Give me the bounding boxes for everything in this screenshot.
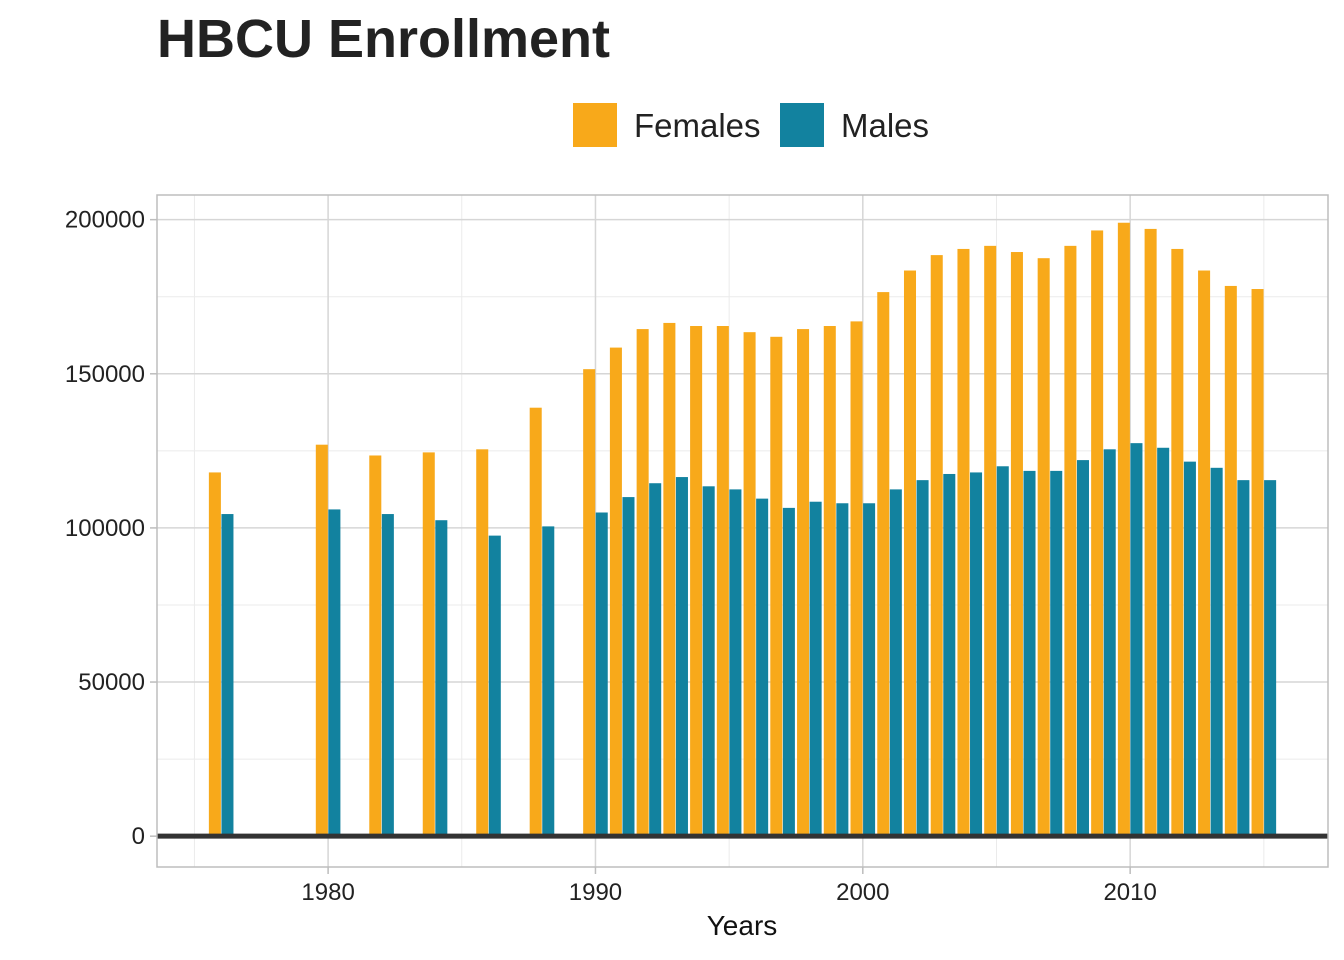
bar-males-2006	[1023, 470, 1036, 837]
legend-swatch-males	[780, 103, 824, 147]
bar-females-1982	[369, 455, 382, 837]
x-tick-label: 2010	[1103, 879, 1156, 906]
bar-females-1999	[823, 326, 836, 837]
bar-males-2003	[943, 473, 956, 837]
bar-females-1994	[690, 326, 703, 837]
bar-males-2004	[970, 472, 983, 837]
x-tick-label: 1980	[301, 879, 354, 906]
y-tick-label: 100000	[65, 515, 145, 542]
bar-females-2014	[1224, 285, 1237, 837]
y-tick-label: 200000	[65, 207, 145, 234]
bar-males-1984	[435, 520, 448, 837]
bar-males-2011	[1157, 447, 1170, 837]
axis-ticks: 0 50000 100000 150000 200000 1980 1990 2000 2010	[65, 207, 1157, 906]
bar-males-2012	[1183, 461, 1196, 837]
bar-females-1990	[583, 369, 596, 837]
bar-females-1988	[529, 407, 542, 837]
bar-males-2015	[1264, 480, 1277, 837]
bar-males-2014	[1237, 480, 1250, 837]
plot-border	[156, 194, 1329, 868]
bar-females-1980	[315, 444, 328, 837]
chart-title: HBCU Enrollment	[157, 9, 610, 69]
bar-males-1980	[328, 509, 341, 837]
bar-males-1993	[675, 477, 688, 837]
bar-males-1988	[542, 526, 555, 837]
bar-females-2013	[1198, 270, 1211, 837]
bar-males-2001	[889, 489, 902, 837]
bar-males-1995	[729, 489, 742, 837]
bar-females-2008	[1064, 245, 1077, 837]
bar-males-1976	[221, 514, 234, 837]
bar-females-1991	[609, 347, 622, 837]
bar-males-2013	[1210, 467, 1223, 837]
bar-males-2008	[1076, 460, 1089, 837]
bar-males-2002	[916, 480, 929, 837]
bar-females-2011	[1144, 228, 1157, 837]
legend-label-males: Males	[841, 107, 929, 144]
bar-females-2012	[1171, 248, 1184, 837]
bar-males-1982	[381, 514, 394, 837]
x-tick-label: 1990	[569, 879, 622, 906]
y-tick-label: 50000	[78, 669, 145, 696]
bar-females-1976	[208, 472, 221, 837]
bar-males-1996	[756, 498, 769, 837]
bar-males-1991	[622, 497, 635, 837]
bar-females-2001	[877, 292, 890, 837]
legend-swatch-females	[573, 103, 617, 147]
bar-females-2002	[903, 270, 917, 837]
bar-males-2009	[1103, 449, 1116, 837]
bar-males-2007	[1050, 470, 1063, 837]
bar-males-2010	[1130, 443, 1143, 837]
bars	[208, 222, 1277, 837]
bar-males-1994	[702, 486, 715, 837]
bar-males-1990	[595, 512, 608, 837]
bar-males-1986	[488, 535, 501, 837]
y-tick-label: 150000	[65, 361, 145, 388]
bar-males-2000	[863, 503, 876, 837]
y-tick-label: 0	[132, 823, 145, 850]
bar-males-1997	[782, 507, 795, 837]
bar-females-1993	[663, 322, 676, 837]
bar-males-1992	[649, 483, 662, 837]
bar-females-2015	[1251, 289, 1264, 837]
bar-females-1984	[422, 452, 435, 837]
bar-females-2000	[850, 321, 863, 837]
bar-females-2010	[1117, 222, 1130, 837]
bar-females-2005	[984, 245, 997, 837]
x-tick-label: 2000	[836, 879, 889, 906]
legend-label-females: Females	[634, 107, 761, 144]
bar-males-1998	[809, 501, 822, 837]
bar-females-1986	[476, 449, 489, 837]
x-axis-title: Years	[707, 910, 778, 941]
bar-females-2009	[1091, 230, 1104, 837]
bar-females-2003	[930, 255, 943, 837]
legend: Females Males	[573, 103, 929, 147]
bar-females-2006	[1010, 252, 1023, 837]
bar-females-1997	[770, 336, 783, 837]
bar-females-1995	[716, 326, 729, 837]
bar-males-2005	[996, 466, 1009, 837]
bar-females-1998	[797, 329, 810, 837]
bar-females-1992	[636, 329, 649, 837]
bar-females-2007	[1037, 258, 1050, 837]
bar-males-1999	[836, 503, 849, 837]
bar-females-1996	[743, 332, 756, 837]
bar-females-2004	[957, 248, 970, 837]
